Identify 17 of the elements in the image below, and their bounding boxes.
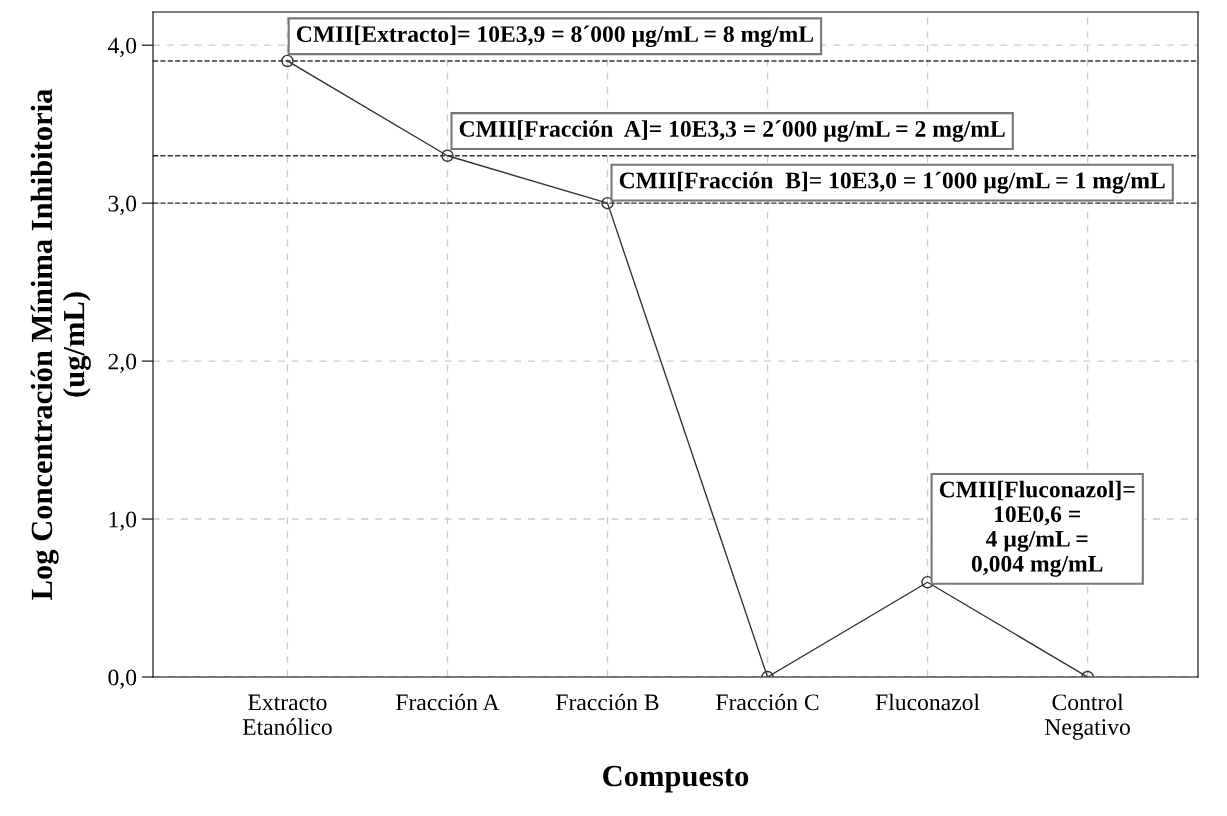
x-tick-label: Control Negativo	[1044, 693, 1130, 740]
x-tick-label: Extracto Etanólico	[242, 694, 332, 735]
x-tick-label: Fracción B	[556, 693, 659, 711]
y-tick-label: 1,0	[109, 511, 137, 531]
y-axis-title: Log Concentración Mínima Inhibitoria (ug/mL)	[30, 89, 91, 600]
x-tick-label: Fluconazol	[875, 693, 980, 711]
annotation: CMII[Fracción B]= 10E3,0 = 1´000 µg/mL = 1 mg/mL	[619, 171, 1165, 194]
annotation: CMII[Fracción A]= 10E3,3 = 2´000 µg/mL = 2 mg/mL	[459, 120, 1005, 142]
y-tick-label: 3,0	[108, 195, 137, 215]
annotation: CMII[Extracto]= 10E3,9 = 8´000 µg/mL = 8 mg/mL	[296, 25, 814, 48]
y-tick-label: 0,0	[108, 669, 137, 689]
x-tick-label: Fracción C	[716, 693, 819, 711]
y-tick-label: 2,0	[108, 353, 137, 373]
x-axis-title: Compuesto	[603, 765, 749, 793]
annotation: CMII[Fluconazol]= 10E0,6 = 4 µg/mL = 0,004 mg/mL	[939, 480, 1135, 577]
y-tick-label: 4,0	[107, 37, 137, 57]
x-tick-label: Fracción A	[396, 693, 500, 711]
